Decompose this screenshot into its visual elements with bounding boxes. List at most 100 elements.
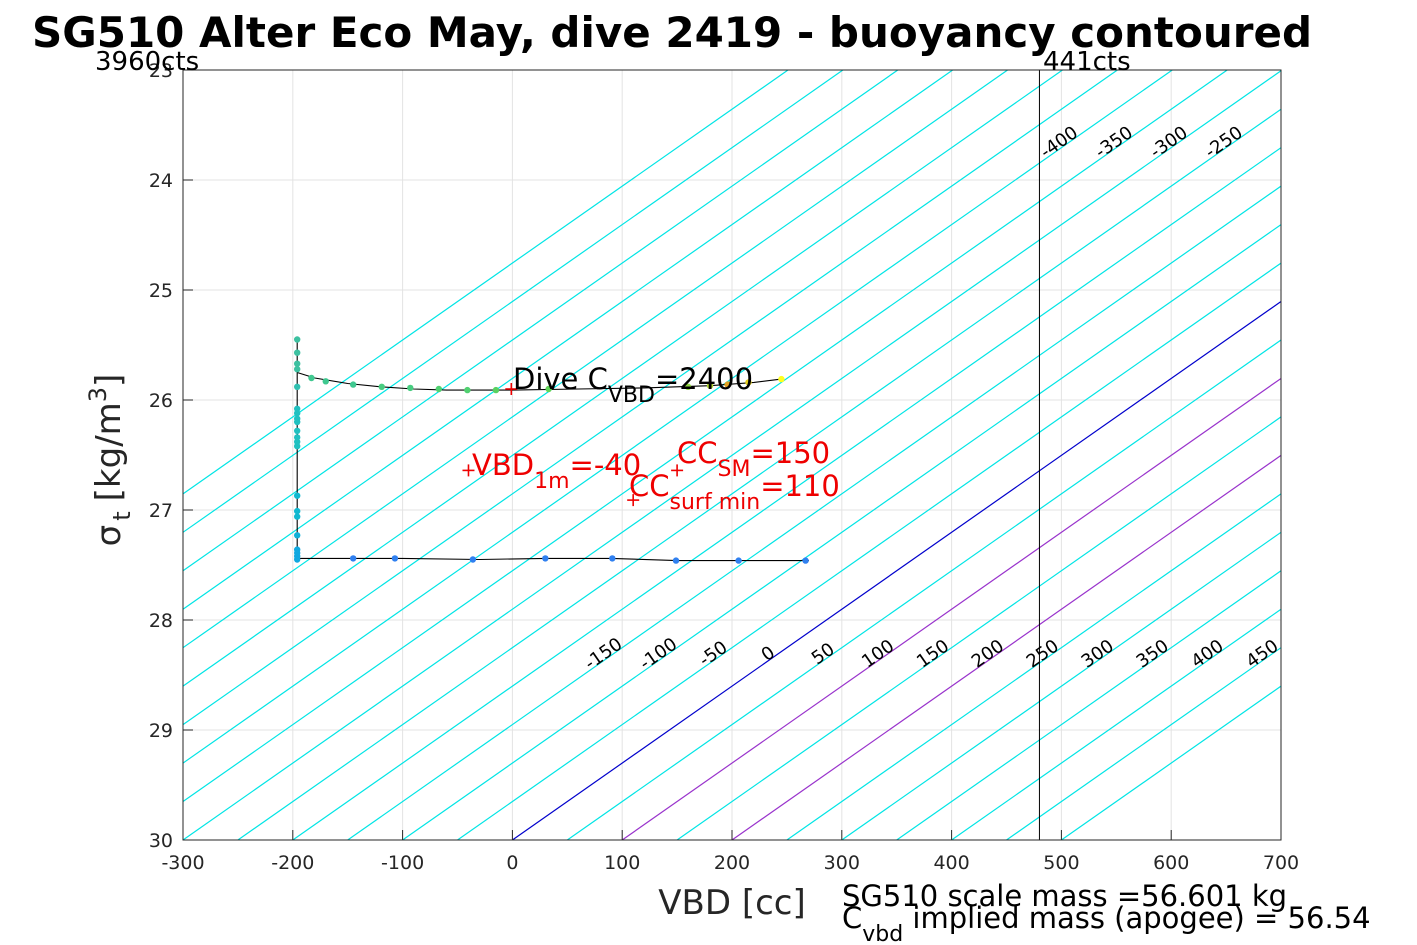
y-axis-label-symbol: σ [89,525,129,547]
contour-line [896,570,1282,841]
x-tick-label: -100 [381,852,424,874]
ccsurf-annotation: CCsurf min=110 [629,469,840,515]
data-point [464,386,471,394]
y-axis-label-sup: 3 [84,387,112,402]
contour-line [182,69,899,572]
scale-mass-text: SG510 scale mass =56.601 kg [842,879,1287,913]
contour-line [182,69,1118,726]
y-tick-label: 25 [149,280,173,302]
data-point [293,532,301,539]
ccsurf-sub: surf min [670,490,761,515]
data-point [293,492,301,499]
data-point [293,427,301,434]
data-point [349,555,357,562]
y-axis-label-sub: t [108,511,136,520]
contour-line [951,608,1282,841]
contour-line [182,69,954,610]
data-point [293,360,301,367]
implied-mass-sub: vbd [862,922,903,945]
data-point [802,557,809,564]
x-tick-label: -200 [271,852,314,874]
right-top-counts-label: 441cts [1043,47,1131,77]
y-tick-label: 24 [149,170,173,192]
contour-line [457,262,1282,841]
contour-line [182,70,1282,841]
ccsm-post: =150 [750,436,830,470]
x-tick-label: 700 [1263,852,1299,874]
data-point [322,378,329,385]
data-series [296,339,809,562]
contour-line [1006,647,1282,841]
ccsm-sub: SM [718,457,751,482]
implied-mass-pre: C [842,901,862,935]
contour-lines [182,69,1282,841]
data-point [435,385,443,393]
ccsurf-post: =110 [760,469,840,503]
y-tick-label: 30 [149,830,173,852]
data-point [293,418,301,426]
series-line [296,339,354,559]
y-axis-label-close: ] [89,374,129,387]
contour-line [512,301,1282,841]
vbd1m-post: =-40 [570,448,642,482]
data-point [672,557,680,564]
contour-line [182,69,844,533]
series-line [353,557,809,562]
vbd1m-pre: VBD [472,448,534,482]
contour-line [566,339,1282,841]
x-tick-label: 100 [604,852,640,874]
data-point [778,375,785,383]
x-tick-label: 600 [1153,852,1189,874]
data-point [293,434,301,441]
implied-mass-text: Cvbd implied mass (apogee) = 56.54 [842,901,1371,945]
contour-line [676,416,1282,841]
data-point [293,349,301,356]
y-tick-label: 27 [149,500,173,522]
data-point [609,555,616,562]
contour-line [841,531,1282,841]
x-tick-label: 500 [1043,852,1079,874]
data-points [293,336,809,564]
data-point [745,379,752,386]
contour-line [347,185,1282,841]
contour-line [182,69,1173,764]
data-point [293,513,301,520]
contour-line [237,108,1282,841]
data-point [293,336,301,343]
x-axis-label: VBD [cc] [658,883,806,923]
series-line [297,371,782,391]
contour-line [182,69,1228,803]
axis-ticks [182,69,1282,841]
contour-line [182,69,1063,687]
data-point [407,384,414,392]
y-tick-label: 23 [149,60,173,82]
ccsm-pre: CC [677,436,718,470]
data-point [293,443,301,450]
contour-line [731,454,1282,841]
data-point [293,405,301,412]
data-point [293,383,301,390]
contour-line [786,493,1282,841]
dive-cvbd-sub: VBD [608,383,655,408]
data-point [293,410,301,417]
data-point [378,383,385,390]
ccsurf-pre: CC [629,469,670,503]
data-point [391,555,399,562]
implied-mass-post: implied mass (apogee) = 56.54 [903,901,1370,935]
x-tick-label: 300 [824,852,860,874]
x-tick-label: -300 [161,852,204,874]
ccsm-annotation: CCSM=150 [677,436,830,482]
chart-title: SG510 Alter Eco May, dive 2419 - buoyanc… [32,8,1312,57]
left-top-counts-label: 3960cts [95,47,199,77]
data-point [735,557,742,564]
data-point [308,374,315,382]
y-axis-label: σt [kg/m3] [84,374,136,547]
vbd1m-annotation: VBD1m=-40 [472,448,641,494]
y-tick-label: 26 [149,390,173,412]
contour-line [182,69,1008,649]
data-point [724,381,731,388]
data-point [293,556,301,563]
contour-line [182,69,789,495]
dive-cvbd-pre: Dive C [513,362,608,396]
